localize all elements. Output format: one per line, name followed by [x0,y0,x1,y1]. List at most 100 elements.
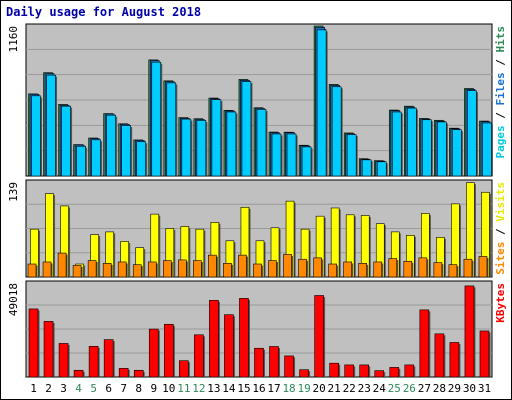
bar-pages-day-19 [301,146,312,177]
bar-kbytes-day-11 [179,360,189,378]
bar-kbytes-day-18 [284,355,294,378]
bar-sites-day-7 [117,261,127,278]
legend-part: / [494,53,507,73]
day-label: 16 [252,382,265,395]
panel-top-ymax-label: 1160 [7,26,20,53]
day-label: 27 [418,382,431,395]
bar-kbytes-day-31 [479,330,490,378]
bar-pages-day-2 [46,74,56,177]
bar-kbytes-day-21 [329,362,339,378]
panel-bottom: 49018 KBytes [7,280,507,378]
bar-sites-day-30 [463,258,473,278]
bar-pages-day-27 [422,119,432,177]
bar-sites-day-27 [418,257,428,278]
day-label: 14 [222,382,236,395]
day-label: 22 [343,382,356,395]
chart-title: Daily usage for August 2018 [6,5,201,19]
day-label: 30 [463,382,476,395]
bar-sites-day-24 [373,261,383,278]
day-label: 25 [388,382,401,395]
legend-part: Hits [494,26,507,53]
bar-sites-day-12 [193,260,202,278]
bar-sites-day-19 [298,258,307,278]
panel-middle: 139 Sites / Visits [7,179,507,278]
day-label: 18 [282,382,295,395]
bar-sites-day-3 [57,252,67,278]
bar-sites-day-31 [478,256,488,278]
day-label: 20 [313,382,326,395]
bar-pages-day-23 [361,159,372,177]
panel-bottom-legend: KBytes [494,283,507,323]
legend-part: Visits [494,182,507,222]
day-label: 8 [135,382,142,395]
day-label: 19 [297,382,310,395]
bar-pages-day-29 [452,129,462,177]
legend-part: / [494,106,507,126]
bar-sites-day-1 [27,263,37,278]
bar-pages-day-4 [76,145,86,177]
bar-sites-day-21 [328,263,337,278]
bar-pages-day-31 [482,122,492,177]
bar-sites-day-9 [147,261,157,278]
bar-pages-day-22 [346,134,357,177]
bar-pages-day-30 [467,90,477,177]
day-label: 23 [358,382,371,395]
day-label: 4 [75,382,82,395]
day-label: 1 [30,382,37,395]
bar-pages-day-20 [316,29,327,177]
bar-kbytes-day-13 [209,299,219,378]
bar-sites-day-10 [162,260,172,278]
bar-kbytes-day-5 [88,346,99,378]
day-axis: 1 2 3 4 5 6 7 8 9 10 11 12 13 14 15 16 17 18 19 20 21 22 23 24 2… [30,382,491,395]
day-label: 26 [403,382,416,395]
day-label: 7 [120,382,127,395]
day-label: 17 [267,382,280,395]
day-label: 31 [478,382,491,395]
bar-sites-day-20 [313,257,322,278]
legend-part: Sites [494,242,507,275]
day-label: 28 [433,382,446,395]
panel-middle-ymax-label: 139 [7,182,20,202]
bar-kbytes-day-27 [419,309,430,378]
bar-sites-day-13 [208,254,217,278]
panel-top: 1160 Pages / Files / Hits [7,23,507,177]
bar-kbytes-day-26 [404,364,415,378]
bar-pages-day-9 [151,61,162,177]
bar-kbytes-day-16 [254,347,264,378]
day-label: 3 [60,382,67,395]
bar-kbytes-day-2 [43,321,54,378]
bar-kbytes-day-14 [224,314,234,378]
bar-sites-day-18 [283,254,292,278]
bar-pages-day-26 [407,107,417,177]
bar-pages-day-11 [181,118,192,177]
bar-pages-day-17 [271,133,282,177]
bar-kbytes-day-29 [449,342,460,378]
day-label: 12 [192,382,205,395]
day-label: 29 [448,382,461,395]
legend-part: Files [494,72,507,105]
day-label: 15 [237,382,250,395]
bar-sites-day-22 [343,261,352,278]
bar-kbytes-day-10 [163,323,174,378]
day-label: 5 [90,382,97,395]
bar-kbytes-day-22 [344,364,354,378]
panel-middle-legend: Sites / Visits [494,182,507,275]
bar-kbytes-day-30 [464,285,475,378]
bar-kbytes-day-17 [269,346,279,378]
bar-pages-day-13 [211,99,222,177]
bar-kbytes-day-23 [359,364,370,378]
bar-pages-day-3 [61,105,71,177]
bar-kbytes-day-28 [434,333,445,378]
bar-pages-day-5 [91,139,101,177]
day-label: 24 [373,382,387,395]
bar-pages-day-12 [196,120,207,177]
bar-kbytes-day-12 [194,334,204,378]
bar-kbytes-day-20 [314,295,324,378]
bar-kbytes-day-7 [118,368,129,378]
day-label: 6 [105,382,112,395]
bar-kbytes-day-24 [374,370,385,378]
bar-sites-day-17 [268,260,277,278]
bar-pages-day-16 [256,109,267,177]
bar-pages-day-28 [437,121,447,177]
